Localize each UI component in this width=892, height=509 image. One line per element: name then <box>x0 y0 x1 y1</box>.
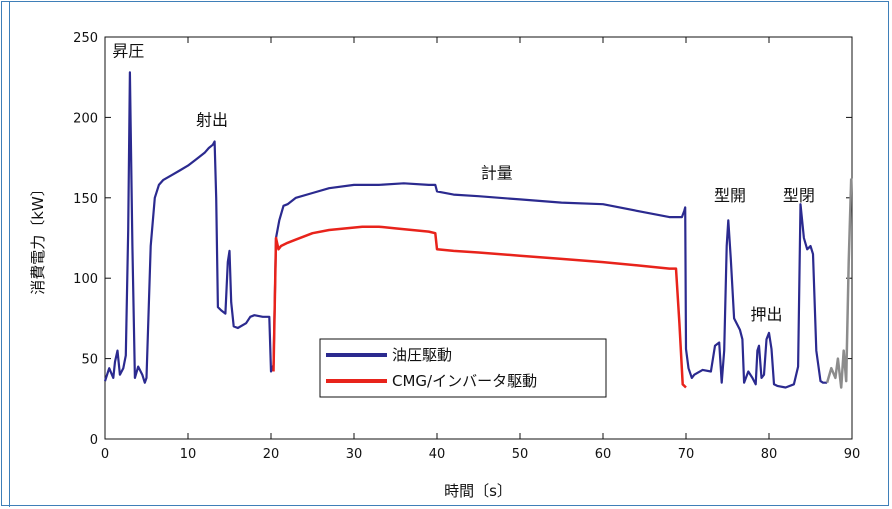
frame-left-rule <box>9 2 10 507</box>
annotation-label: 押出 <box>751 305 783 324</box>
series-layer <box>103 71 853 389</box>
x-tick-label: 40 <box>429 447 446 462</box>
y-tick-label: 100 <box>73 272 98 287</box>
y-tick-label: 150 <box>73 192 98 207</box>
y-tick-label: 50 <box>81 353 98 368</box>
legend-label-cmg-inverter: CMG/インバータ駆動 <box>392 372 537 390</box>
x-tick-label: 10 <box>180 447 197 462</box>
series-line-cmg-inverter <box>272 225 687 389</box>
series-line-tail <box>825 178 853 389</box>
x-tick-label: 0 <box>101 447 109 462</box>
x-tick-label: 50 <box>512 447 529 462</box>
legend-box <box>319 338 607 398</box>
y-axis-title: 消費電力〔kW〕 <box>29 181 47 295</box>
axis-ticks: 0 10 20 30 40 50 60 70 80 90 0 50 100 150 200 250 <box>73 31 860 462</box>
x-tick-label: 90 <box>844 447 861 462</box>
annotation-label: 昇圧 <box>112 41 144 60</box>
y-tick-label: 250 <box>73 31 98 46</box>
x-axis-title: 時間〔s〕 <box>444 482 512 500</box>
x-tick-label: 80 <box>761 447 778 462</box>
y-tick-label: 200 <box>73 111 98 126</box>
annotation-label: 計量 <box>481 164 513 183</box>
y-tick-label: 0 <box>90 433 98 448</box>
annotation-label: 型閉 <box>783 186 815 205</box>
legend: 油圧駆動 CMG/インバータ駆動 <box>319 338 607 398</box>
annotation-label: 射出 <box>196 110 228 129</box>
x-tick-label: 60 <box>595 447 612 462</box>
legend-label-hydraulic: 油圧駆動 <box>392 346 452 364</box>
annotation-label: 型開 <box>714 186 746 205</box>
x-tick-label: 20 <box>263 447 280 462</box>
x-tick-label: 70 <box>678 447 695 462</box>
x-tick-label: 30 <box>346 447 363 462</box>
series-line-hydraulic <box>103 71 828 389</box>
